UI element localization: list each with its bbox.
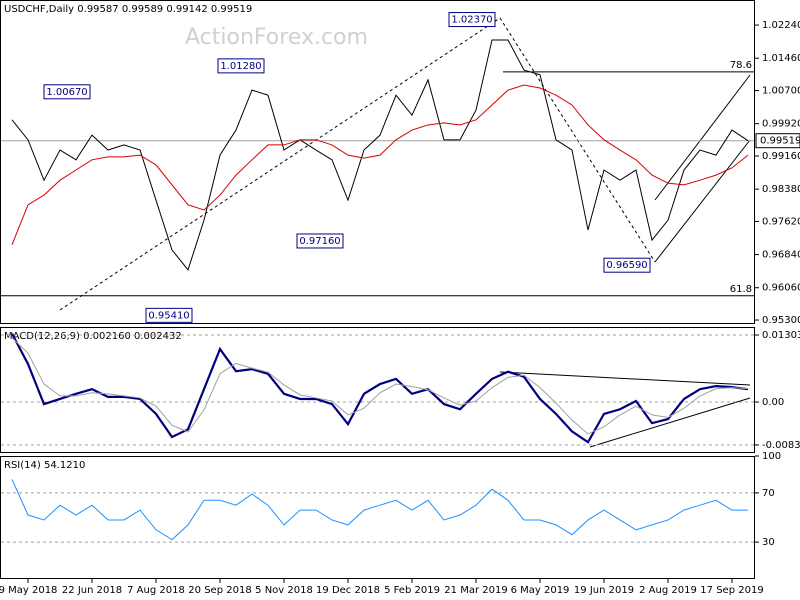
x-tick-label: 22 Jun 2018 bbox=[62, 585, 122, 596]
price-panel bbox=[0, 0, 755, 324]
macd-trend-line bbox=[589, 397, 751, 448]
y-tick-label: 1.02240 bbox=[762, 20, 800, 31]
y-tick-label: 0.99160 bbox=[762, 151, 800, 162]
series-line bbox=[11, 84, 749, 245]
x-tick-label: 21 Mar 2019 bbox=[444, 585, 507, 596]
chart-title: USDCHF,Daily 0.99587 0.99589 0.99142 0.9… bbox=[4, 4, 252, 15]
annotation-label: 0.95410 bbox=[148, 310, 189, 321]
y-tick-label: 0.97620 bbox=[762, 216, 800, 227]
channel-line bbox=[654, 74, 751, 201]
y-tick-label: 0.95300 bbox=[762, 315, 800, 326]
y-tick-label: 0.99920 bbox=[762, 119, 800, 130]
y-tick-label: 1.00700 bbox=[762, 86, 800, 97]
x-tick-label: 9 May 2018 bbox=[0, 585, 57, 596]
channel-line bbox=[654, 139, 751, 263]
y-tick-label: -0.00834 bbox=[762, 440, 800, 451]
trend-line bbox=[59, 17, 501, 311]
y-tick-label: 0.00 bbox=[762, 397, 784, 408]
x-tick-label: 2 Aug 2019 bbox=[639, 585, 697, 596]
fib-label: 78.6 bbox=[730, 60, 752, 71]
y-tick-label: 70 bbox=[762, 488, 775, 499]
y-tick-label: 30 bbox=[762, 537, 775, 548]
last-price-label: 0.99519 bbox=[760, 136, 800, 147]
series-line bbox=[11, 333, 749, 444]
macd-panel bbox=[0, 327, 755, 453]
last-price-box bbox=[755, 133, 800, 149]
watermark: ActionForex.com bbox=[185, 25, 368, 50]
fib-label: 61.8 bbox=[730, 284, 752, 295]
rsi-title: RSI(14) 54.1210 bbox=[4, 460, 85, 471]
macd-trend-line bbox=[499, 371, 751, 386]
series-line bbox=[11, 39, 749, 271]
annotation-label: 1.00670 bbox=[46, 87, 87, 98]
annotation-box bbox=[43, 84, 91, 100]
x-tick-label: 6 May 2019 bbox=[511, 585, 570, 596]
x-tick-label: 7 Aug 2018 bbox=[127, 585, 185, 596]
annotation-box bbox=[448, 12, 496, 28]
x-tick-label: 19 Jun 2019 bbox=[574, 585, 634, 596]
y-tick-label: 0.96840 bbox=[762, 250, 800, 261]
annotation-label: 0.97160 bbox=[299, 236, 340, 247]
y-tick-label: 0.013034 bbox=[762, 330, 800, 341]
annotation-label: 1.02370 bbox=[451, 15, 492, 26]
annotation-box bbox=[296, 233, 344, 249]
y-tick-label: 0.96060 bbox=[762, 283, 800, 294]
series-line bbox=[11, 337, 749, 435]
x-tick-label: 17 Sep 2019 bbox=[700, 585, 763, 596]
y-tick-label: 100 bbox=[762, 451, 781, 462]
x-tick-label: 19 Dec 2018 bbox=[316, 585, 380, 596]
macd-title: MACD(12,26,9) 0.002160 0.002432 bbox=[4, 331, 182, 342]
annotation-label: 1.01280 bbox=[220, 61, 261, 72]
annotation-label: 0.96590 bbox=[606, 260, 647, 271]
annotation-box bbox=[603, 257, 651, 273]
y-tick-label: 0.98380 bbox=[762, 184, 800, 195]
x-tick-label: 20 Sep 2018 bbox=[188, 585, 251, 596]
annotation-box bbox=[217, 58, 265, 74]
annotation-box bbox=[145, 307, 193, 323]
trend-line bbox=[499, 17, 656, 263]
rsi-panel bbox=[0, 456, 755, 579]
y-tick-label: 1.01460 bbox=[762, 53, 800, 64]
x-tick-label: 5 Feb 2019 bbox=[384, 585, 440, 596]
x-tick-label: 5 Nov 2018 bbox=[255, 585, 313, 596]
series-line bbox=[11, 479, 748, 541]
